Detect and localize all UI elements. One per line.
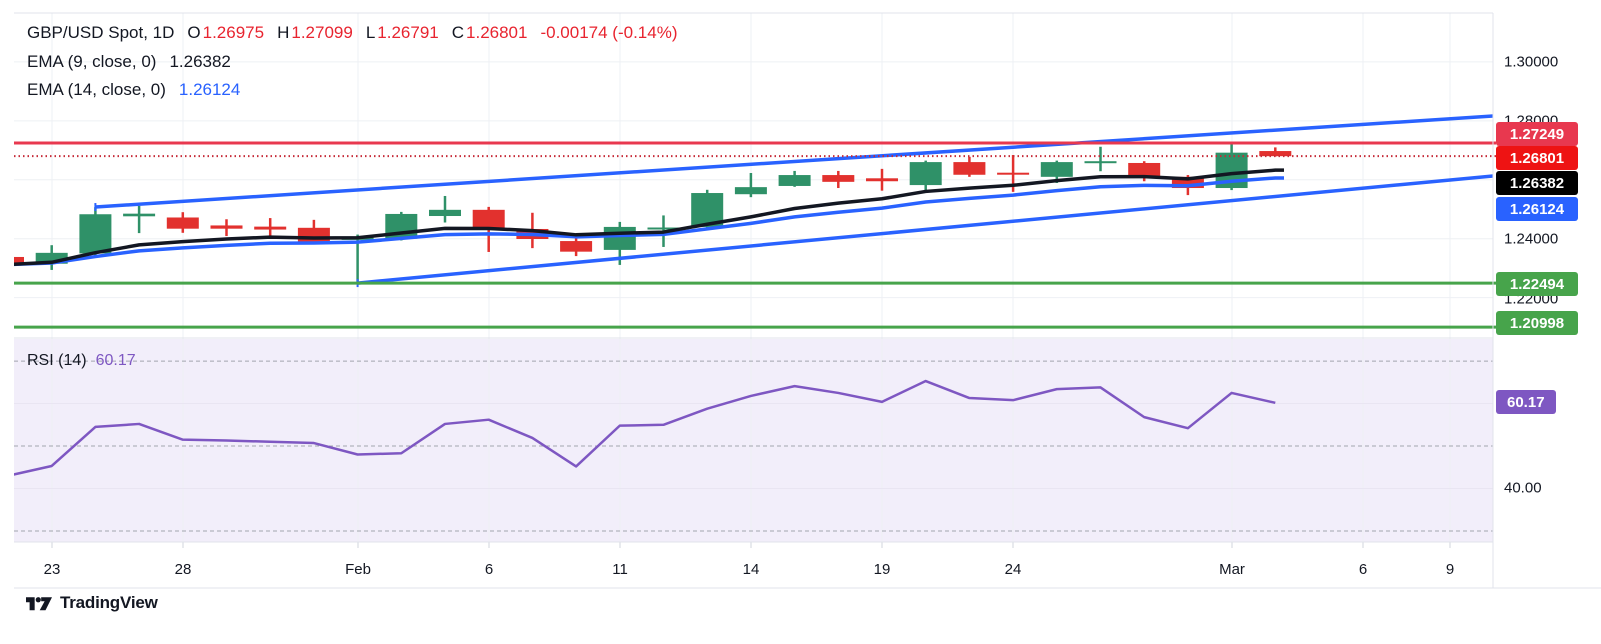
ohlc-low: L 1.26791 xyxy=(365,23,439,42)
rsi-legend-row[interactable]: RSI (14) 60.17 xyxy=(27,351,136,371)
rsi-label: RSI (14) xyxy=(27,352,87,369)
rsi-value: 60.17 xyxy=(95,352,136,369)
ohlc-open: O 1.26975 xyxy=(187,23,265,42)
daily-change: -0.00174 (-0.14%) xyxy=(540,23,678,42)
ema9-label: EMA (9, close, 0) xyxy=(27,52,157,71)
ema9-legend-row[interactable]: EMA (9, close, 0) 1.26382 xyxy=(27,52,231,72)
tradingview-wordmark: TradingView xyxy=(60,593,158,612)
ema14-value: 1.26124 xyxy=(178,80,241,99)
symbol-legend-row[interactable]: GBP/USD Spot, 1D O 1.26975 H 1.27099 L 1.26… xyxy=(27,23,678,43)
ema9-value: 1.26382 xyxy=(169,52,231,71)
ohlc-high: H 1.27099 xyxy=(277,23,353,42)
tradingview-icon xyxy=(26,597,52,611)
ema14-label: EMA (14, close, 0) xyxy=(27,80,166,99)
symbol-title[interactable]: GBP/USD Spot, 1D xyxy=(27,23,175,42)
tradingview-logo[interactable]: TradingView xyxy=(26,593,158,613)
ema14-legend-row[interactable]: EMA (14, close, 0) 1.26124 xyxy=(27,80,240,100)
ohlc-close: C 1.26801 xyxy=(451,23,528,42)
